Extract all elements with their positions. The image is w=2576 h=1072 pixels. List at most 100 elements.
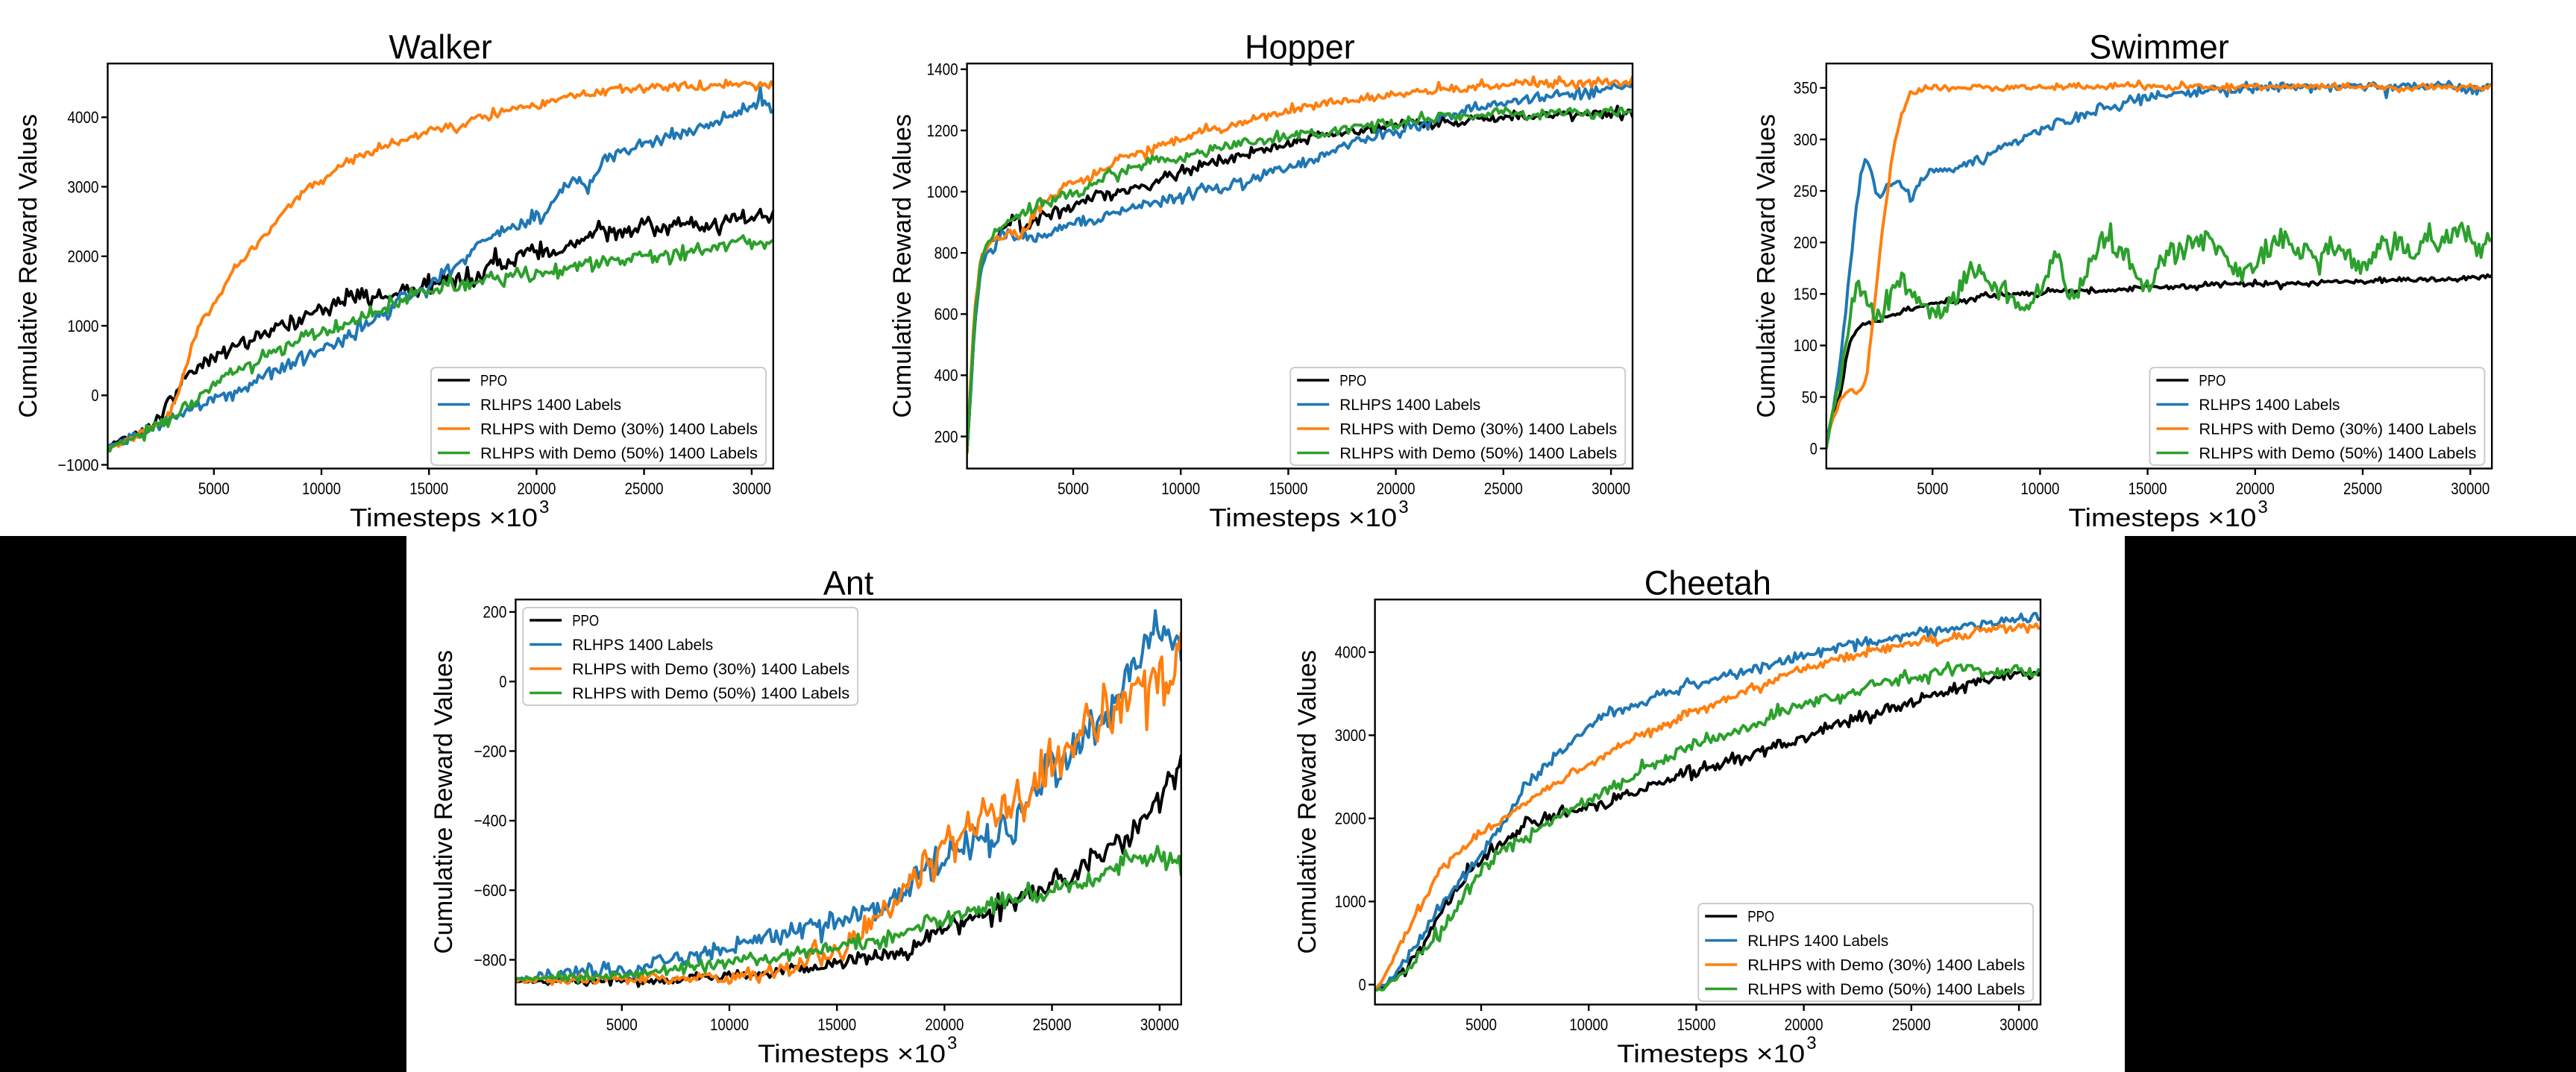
svg-text:3: 3 <box>2258 497 2267 517</box>
svg-text:RLHPS with Demo (50%) 1400 Lab: RLHPS with Demo (50%) 1400 Labels <box>1747 981 2025 998</box>
svg-text:RLHPS 1400 Labels: RLHPS 1400 Labels <box>572 637 713 654</box>
svg-text:150: 150 <box>1794 285 1818 303</box>
svg-text:10000: 10000 <box>1569 1015 1608 1034</box>
svg-text:−1000: −1000 <box>57 455 98 474</box>
svg-text:0: 0 <box>91 386 98 405</box>
svg-text:20000: 20000 <box>2236 479 2275 498</box>
svg-text:PPO: PPO <box>480 372 507 389</box>
svg-text:20000: 20000 <box>925 1015 964 1034</box>
svg-text:Cumulative Reward Values: Cumulative Reward Values <box>1752 114 1780 418</box>
svg-text:3: 3 <box>1806 1033 1816 1053</box>
svg-text:30000: 30000 <box>2451 479 2489 498</box>
svg-text:Timesteps ×10: Timesteps ×10 <box>2068 504 2256 532</box>
svg-text:25000: 25000 <box>625 479 664 498</box>
svg-text:1400: 1400 <box>927 60 958 79</box>
svg-text:400: 400 <box>934 366 958 385</box>
svg-text:Timesteps ×10: Timesteps ×10 <box>350 504 538 532</box>
svg-text:0: 0 <box>1810 439 1818 458</box>
svg-text:5000: 5000 <box>606 1015 638 1034</box>
svg-text:2000: 2000 <box>67 247 98 266</box>
svg-text:Ant: Ant <box>823 564 874 602</box>
svg-text:1000: 1000 <box>1335 892 1366 911</box>
svg-text:RLHPS with Demo (50%) 1400 Lab: RLHPS with Demo (50%) 1400 Labels <box>1339 445 1617 462</box>
svg-text:5000: 5000 <box>1466 1015 1497 1034</box>
svg-text:200: 200 <box>483 603 506 622</box>
svg-text:10000: 10000 <box>2020 479 2059 498</box>
svg-text:3000: 3000 <box>67 177 98 196</box>
svg-text:Cumulative Reward Values: Cumulative Reward Values <box>430 650 458 954</box>
svg-text:250: 250 <box>1794 182 1818 201</box>
svg-text:25000: 25000 <box>2343 479 2382 498</box>
svg-text:PPO: PPO <box>1339 372 1366 389</box>
svg-text:4000: 4000 <box>1335 643 1366 662</box>
svg-text:30000: 30000 <box>732 479 771 498</box>
svg-text:3: 3 <box>1398 497 1408 517</box>
svg-text:3000: 3000 <box>1335 726 1366 745</box>
svg-text:−600: −600 <box>474 881 506 900</box>
svg-text:15000: 15000 <box>817 1015 856 1034</box>
svg-text:RLHPS with Demo (30%) 1400 Lab: RLHPS with Demo (30%) 1400 Labels <box>2199 420 2476 438</box>
svg-text:50: 50 <box>1802 388 1818 406</box>
svg-text:PPO: PPO <box>572 612 599 629</box>
svg-text:4000: 4000 <box>67 108 98 127</box>
svg-text:5000: 5000 <box>1917 479 1948 498</box>
svg-text:15000: 15000 <box>2129 479 2167 498</box>
svg-text:3: 3 <box>947 1033 957 1053</box>
svg-text:20000: 20000 <box>1377 479 1416 498</box>
svg-text:30000: 30000 <box>1999 1015 2038 1034</box>
svg-text:200: 200 <box>1794 233 1818 252</box>
svg-text:200: 200 <box>934 427 958 446</box>
svg-text:RLHPS 1400 Labels: RLHPS 1400 Labels <box>1339 397 1480 414</box>
svg-text:30000: 30000 <box>1140 1015 1179 1034</box>
svg-text:RLHPS with Demo (30%) 1400 Lab: RLHPS with Demo (30%) 1400 Labels <box>480 420 758 438</box>
svg-text:Cumulative Reward Values: Cumulative Reward Values <box>888 114 917 418</box>
svg-text:RLHPS with Demo (30%) 1400 Lab: RLHPS with Demo (30%) 1400 Labels <box>1747 956 2025 974</box>
svg-text:25000: 25000 <box>1484 479 1523 498</box>
svg-text:1000: 1000 <box>927 183 958 201</box>
svg-text:Timesteps ×10: Timesteps ×10 <box>758 1040 946 1068</box>
svg-text:25000: 25000 <box>1892 1015 1931 1034</box>
svg-text:3: 3 <box>539 497 549 517</box>
svg-text:10000: 10000 <box>710 1015 749 1034</box>
svg-text:RLHPS with Demo (30%) 1400 Lab: RLHPS with Demo (30%) 1400 Labels <box>572 660 849 678</box>
svg-text:Cumulative Reward Values: Cumulative Reward Values <box>14 114 43 418</box>
svg-text:5000: 5000 <box>198 479 230 498</box>
svg-text:PPO: PPO <box>2199 372 2225 389</box>
svg-text:1000: 1000 <box>67 317 98 335</box>
svg-text:RLHPS with Demo (50%) 1400 Lab: RLHPS with Demo (50%) 1400 Labels <box>2199 445 2476 462</box>
svg-text:RLHPS 1400 Labels: RLHPS 1400 Labels <box>2199 397 2340 414</box>
svg-text:350: 350 <box>1794 79 1818 98</box>
svg-text:−400: −400 <box>474 812 506 830</box>
svg-text:RLHPS 1400 Labels: RLHPS 1400 Labels <box>480 397 621 414</box>
svg-text:2000: 2000 <box>1335 810 1366 828</box>
svg-text:10000: 10000 <box>302 479 341 498</box>
svg-text:RLHPS with Demo (50%) 1400 Lab: RLHPS with Demo (50%) 1400 Labels <box>572 685 849 702</box>
svg-text:0: 0 <box>499 672 506 691</box>
svg-text:RLHPS with Demo (50%) 1400 Lab: RLHPS with Demo (50%) 1400 Labels <box>480 445 758 462</box>
svg-text:5000: 5000 <box>1058 479 1089 498</box>
svg-text:30000: 30000 <box>1592 479 1630 498</box>
svg-text:15000: 15000 <box>409 479 448 498</box>
svg-text:Walker: Walker <box>389 28 491 66</box>
svg-text:25000: 25000 <box>1033 1015 1072 1034</box>
svg-text:Timesteps ×10: Timesteps ×10 <box>1209 504 1397 532</box>
svg-text:−200: −200 <box>474 742 506 760</box>
svg-text:RLHPS 1400 Labels: RLHPS 1400 Labels <box>1747 933 1888 950</box>
svg-text:15000: 15000 <box>1677 1015 1715 1034</box>
svg-text:1200: 1200 <box>927 122 958 140</box>
svg-text:600: 600 <box>934 305 958 324</box>
svg-text:0: 0 <box>1359 976 1366 994</box>
svg-text:Cheetah: Cheetah <box>1644 564 1771 602</box>
svg-text:Cumulative Reward Values: Cumulative Reward Values <box>1293 650 1322 954</box>
svg-text:800: 800 <box>934 244 958 262</box>
svg-text:300: 300 <box>1794 130 1818 149</box>
svg-text:Hopper: Hopper <box>1245 28 1355 66</box>
svg-text:20000: 20000 <box>1785 1015 1823 1034</box>
svg-text:20000: 20000 <box>517 479 556 498</box>
svg-text:Swimmer: Swimmer <box>2089 28 2229 66</box>
svg-text:100: 100 <box>1794 336 1818 355</box>
svg-text:PPO: PPO <box>1747 908 1774 925</box>
svg-text:15000: 15000 <box>1269 479 1307 498</box>
svg-text:RLHPS with Demo (30%) 1400 Lab: RLHPS with Demo (30%) 1400 Labels <box>1339 420 1617 438</box>
svg-text:−800: −800 <box>474 950 506 969</box>
